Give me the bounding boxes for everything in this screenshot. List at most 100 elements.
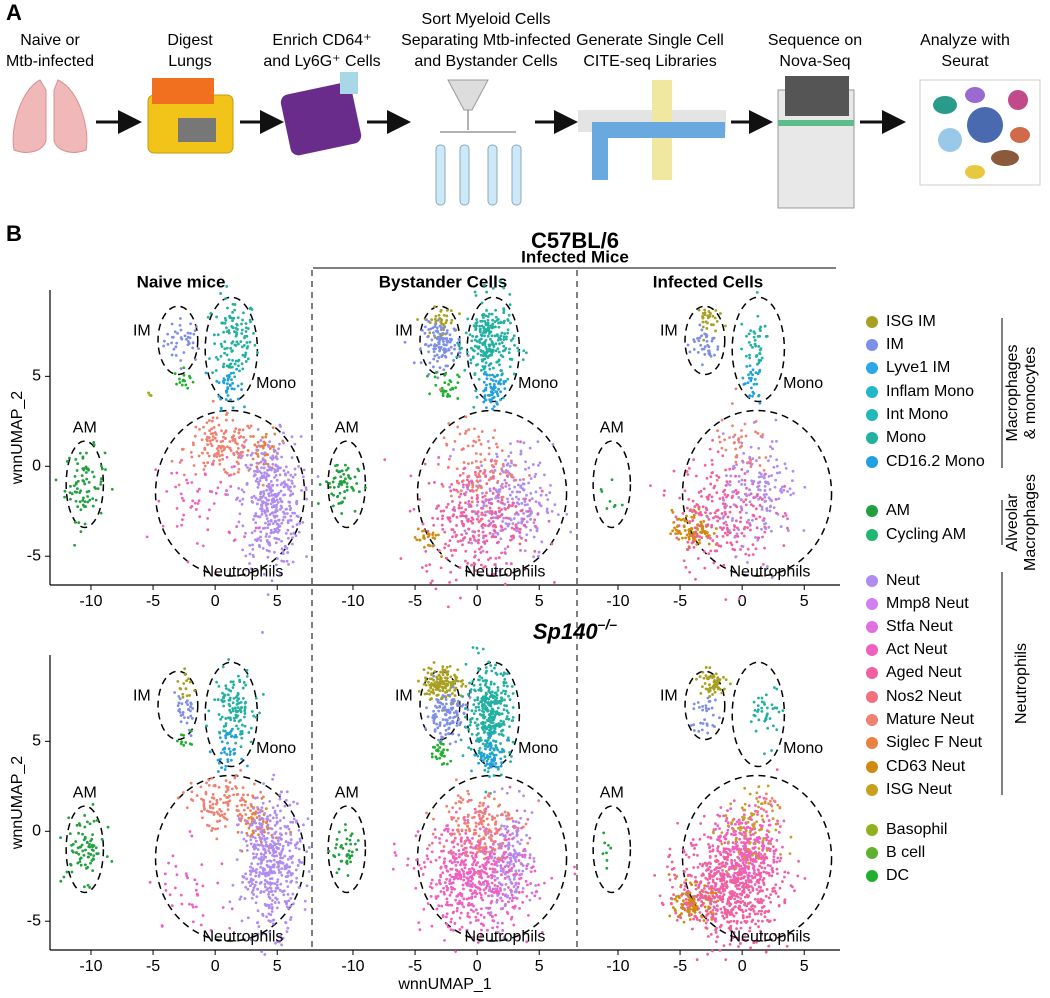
cell-point — [260, 806, 264, 810]
cell-point — [711, 539, 715, 543]
cell-point — [488, 312, 491, 316]
cell-point — [671, 529, 675, 533]
cell-point — [251, 821, 255, 825]
cell-point — [453, 530, 456, 534]
cell-point — [275, 503, 279, 507]
cell-point — [286, 926, 290, 930]
cell-point — [284, 507, 288, 511]
cell-point — [503, 478, 507, 482]
cell-point — [186, 716, 190, 720]
cell-point — [469, 879, 473, 883]
cell-point — [190, 505, 194, 508]
cell-point — [467, 518, 470, 521]
cell-point — [207, 784, 211, 787]
cell-point — [241, 497, 245, 501]
cell-point — [280, 873, 284, 877]
cell-point — [754, 535, 757, 539]
cell-point — [483, 721, 487, 725]
cell-point — [516, 346, 520, 350]
cell-point — [754, 371, 758, 375]
x-tick-label: -5 — [146, 593, 160, 610]
cell-point — [331, 480, 335, 484]
cell-point — [278, 473, 282, 477]
cell-point — [250, 500, 254, 503]
cell-point — [520, 501, 524, 505]
cell-point — [276, 839, 280, 842]
cell-point — [691, 510, 694, 514]
cell-point — [212, 784, 216, 788]
cell-point — [489, 348, 493, 352]
cell-point — [503, 332, 507, 336]
cell-point — [699, 489, 703, 493]
cell-point — [764, 522, 768, 525]
cell-point — [228, 926, 232, 930]
cell-point — [490, 334, 494, 338]
cell-point — [483, 494, 487, 498]
cell-point — [462, 711, 466, 715]
cell-point — [449, 345, 453, 349]
cell-point — [715, 478, 719, 482]
cell-point — [430, 681, 433, 685]
cell-point — [383, 458, 387, 462]
cell-point — [481, 647, 485, 651]
cell-point — [779, 489, 782, 493]
cell-point — [740, 429, 743, 432]
cell-point — [485, 373, 489, 377]
cell-point — [482, 389, 486, 393]
cell-point — [783, 511, 787, 515]
cell-point — [443, 381, 447, 385]
cell-point — [762, 493, 766, 497]
cell-point — [252, 886, 256, 890]
cell-point — [327, 849, 331, 853]
cell-point — [205, 724, 208, 728]
cell-point — [485, 727, 489, 731]
cell-point — [491, 914, 494, 918]
cell-point — [445, 888, 449, 892]
cell-point — [236, 446, 240, 450]
cell-point — [466, 444, 470, 448]
cell-point — [350, 854, 354, 857]
cell-point — [749, 445, 753, 449]
cell-point — [422, 536, 425, 540]
cell-point — [303, 908, 307, 911]
cell-point — [265, 837, 269, 840]
cell-point — [485, 718, 489, 722]
cell-point — [243, 701, 247, 705]
cell-point — [76, 479, 80, 483]
cell-point — [241, 548, 245, 552]
cell-point — [506, 462, 510, 466]
cell-point — [455, 515, 459, 519]
cell-point — [758, 496, 762, 499]
cell-point — [550, 876, 554, 880]
cell-point — [450, 554, 454, 557]
cell-point — [84, 505, 87, 508]
cell-point — [674, 515, 678, 519]
cell-point — [100, 837, 104, 841]
cell-point — [270, 511, 274, 515]
cell-point — [469, 747, 473, 751]
cell-point — [707, 352, 711, 355]
cell-point — [452, 716, 455, 720]
cell-point — [690, 541, 694, 545]
region-label: Mono — [518, 375, 558, 392]
cell-point — [444, 679, 448, 683]
cell-point — [758, 464, 762, 467]
cell-point — [491, 318, 495, 322]
cell-point — [250, 882, 254, 886]
cell-point — [426, 529, 430, 533]
cell-point — [500, 373, 504, 377]
cell-point — [746, 526, 749, 530]
cell-point — [507, 900, 510, 904]
cell-point — [484, 314, 488, 318]
cell-point — [75, 823, 79, 827]
cell-point — [293, 473, 297, 477]
cell-point — [81, 849, 85, 853]
cell-point — [253, 469, 256, 473]
cell-point — [229, 362, 233, 366]
cell-point — [188, 374, 191, 378]
cell-point — [263, 511, 267, 515]
cell-point — [735, 463, 738, 467]
cell-point — [265, 478, 268, 482]
region-outline — [157, 670, 199, 741]
cell-point — [232, 683, 236, 687]
